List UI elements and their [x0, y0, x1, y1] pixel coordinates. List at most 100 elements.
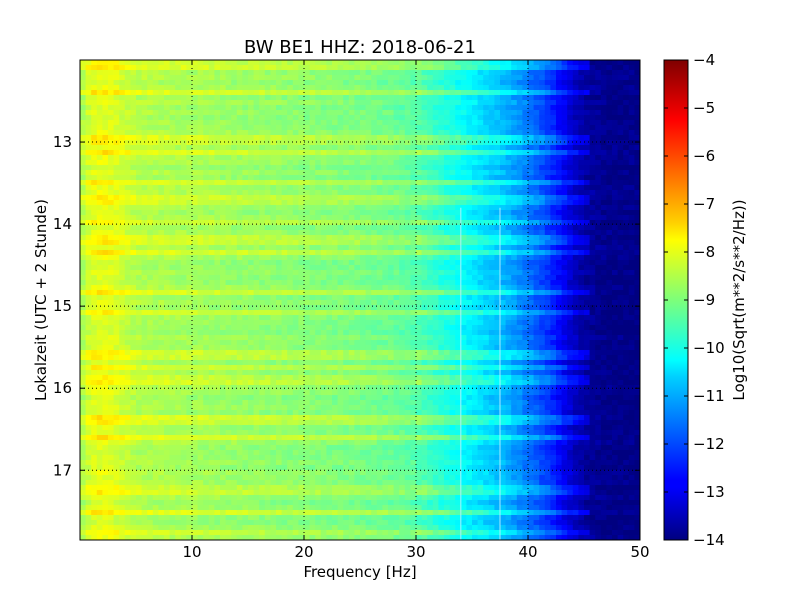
heatmap-cell	[404, 70, 411, 76]
heatmap-cell	[617, 85, 624, 91]
heatmap-cell	[427, 210, 434, 216]
heatmap-cell	[236, 65, 243, 71]
heatmap-cell	[287, 120, 294, 126]
heatmap-cell	[276, 170, 283, 176]
heatmap-cell	[460, 305, 467, 311]
heatmap-cell	[343, 265, 350, 271]
heatmap-cell	[259, 130, 266, 136]
heatmap-cell	[236, 60, 243, 66]
heatmap-cell	[617, 295, 624, 301]
heatmap-cell	[292, 185, 299, 191]
heatmap-cell	[500, 250, 507, 256]
heatmap-cell	[466, 295, 473, 301]
heatmap-cell	[304, 235, 311, 241]
heatmap-cell	[292, 120, 299, 126]
heatmap-cell	[500, 305, 507, 311]
heatmap-cell	[444, 185, 451, 191]
heatmap-cell	[438, 300, 445, 306]
heatmap-cell	[365, 210, 372, 216]
heatmap-cell	[169, 270, 176, 276]
heatmap-cell	[365, 240, 372, 246]
heatmap-cell	[550, 250, 557, 256]
heatmap-cell	[388, 155, 395, 161]
heatmap-cell	[578, 140, 585, 146]
heatmap-cell	[382, 70, 389, 76]
heatmap-cell	[472, 260, 479, 266]
heatmap-cell	[516, 100, 523, 106]
heatmap-cell	[522, 225, 529, 231]
heatmap-cell	[108, 205, 115, 211]
heatmap-cell	[399, 120, 406, 126]
heatmap-cell	[231, 230, 238, 236]
heatmap-cell	[528, 300, 535, 306]
heatmap-cell	[320, 280, 327, 286]
heatmap-cell	[147, 130, 154, 136]
heatmap-cell	[561, 145, 568, 151]
heatmap-cell	[113, 240, 120, 246]
heatmap-cell	[561, 165, 568, 171]
heatmap-cell	[371, 70, 378, 76]
heatmap-cell	[96, 170, 103, 176]
heatmap-cell	[326, 190, 333, 196]
heatmap-cell	[511, 270, 518, 276]
heatmap-cell	[141, 180, 148, 186]
heatmap-cell	[102, 280, 109, 286]
heatmap-cell	[376, 95, 383, 101]
heatmap-cell	[365, 90, 372, 96]
heatmap-cell	[399, 100, 406, 106]
heatmap-cell	[533, 225, 540, 231]
heatmap-cell	[427, 250, 434, 256]
heatmap-cell	[416, 275, 423, 281]
heatmap-cell	[516, 70, 523, 76]
heatmap-cell	[488, 65, 495, 71]
heatmap-cell	[231, 275, 238, 281]
heatmap-cell	[158, 110, 165, 116]
heatmap-cell	[354, 270, 361, 276]
heatmap-cell	[438, 245, 445, 251]
heatmap-cell	[550, 90, 557, 96]
heatmap-cell	[606, 95, 613, 101]
heatmap-cell	[309, 135, 316, 141]
heatmap-cell	[388, 270, 395, 276]
heatmap-cell	[124, 255, 131, 261]
heatmap-cell	[119, 70, 126, 76]
heatmap-cell	[242, 140, 249, 146]
heatmap-cell	[416, 130, 423, 136]
heatmap-cell	[550, 205, 557, 211]
heatmap-cell	[612, 280, 619, 286]
heatmap-cell	[332, 120, 339, 126]
heatmap-cell	[533, 140, 540, 146]
heatmap-cell	[500, 165, 507, 171]
heatmap-cell	[102, 220, 109, 226]
heatmap-cell	[522, 305, 529, 311]
heatmap-cell	[348, 185, 355, 191]
heatmap-cell	[393, 100, 400, 106]
heatmap-cell	[533, 215, 540, 221]
heatmap-cell	[455, 285, 462, 291]
heatmap-cell	[287, 215, 294, 221]
heatmap-cell	[259, 200, 266, 206]
heatmap-cell	[432, 225, 439, 231]
heatmap-cell	[516, 275, 523, 281]
heatmap-cell	[572, 105, 579, 111]
heatmap-cell	[505, 100, 512, 106]
heatmap-cell	[287, 100, 294, 106]
heatmap-cell	[304, 155, 311, 161]
heatmap-cell	[472, 145, 479, 151]
heatmap-cell	[511, 110, 518, 116]
heatmap-cell	[550, 175, 557, 181]
heatmap-cell	[365, 175, 372, 181]
heatmap-cell	[511, 65, 518, 71]
heatmap-cell	[427, 225, 434, 231]
heatmap-cell	[287, 75, 294, 81]
heatmap-cell	[466, 245, 473, 251]
heatmap-cell	[102, 185, 109, 191]
heatmap-cell	[203, 110, 210, 116]
heatmap-cell	[567, 95, 574, 101]
heatmap-cell	[600, 300, 607, 306]
heatmap-cell	[326, 180, 333, 186]
heatmap-cell	[113, 85, 120, 91]
heatmap-cell	[203, 95, 210, 101]
heatmap-cell	[416, 135, 423, 141]
heatmap-cell	[595, 95, 602, 101]
